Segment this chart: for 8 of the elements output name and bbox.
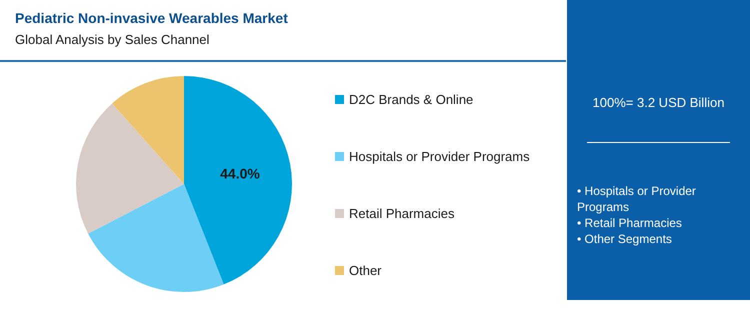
info-panel: 100%= 3.2 USD Billion • Hospitals or Provider Programs • Retail Pharmacies • Other Segments (567, 0, 750, 300)
chart-title: Pediatric Non-invasive Wearables Market (15, 10, 288, 26)
chart-subtitle: Global Analysis by Sales Channel (15, 32, 210, 47)
legend-label: Other (349, 263, 382, 278)
legend-label: Hospitals or Provider Programs (349, 149, 530, 164)
legend-label: D2C Brands & Online (349, 92, 474, 107)
data-label: 44.0% (220, 165, 260, 182)
legend-label: Retail Pharmacies (349, 206, 455, 221)
